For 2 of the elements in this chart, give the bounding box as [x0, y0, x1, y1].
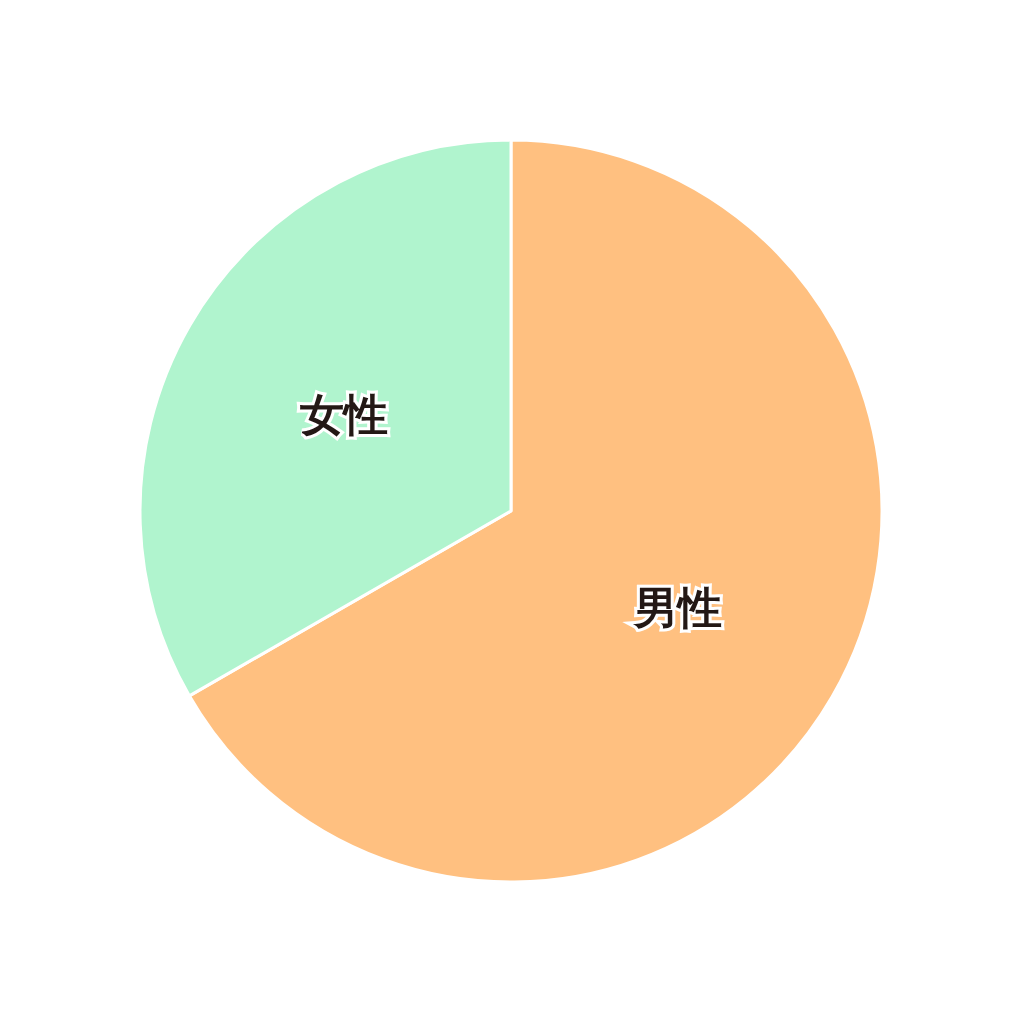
slice-label: 男性 [631, 582, 722, 634]
slice-label: 女性 [300, 388, 389, 440]
